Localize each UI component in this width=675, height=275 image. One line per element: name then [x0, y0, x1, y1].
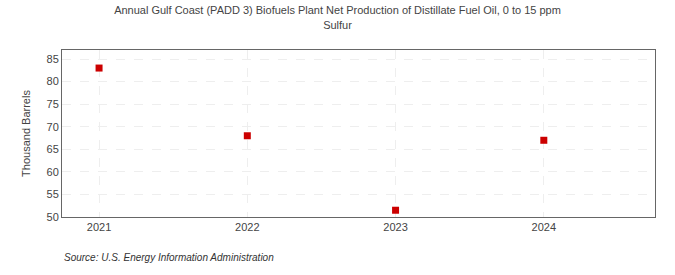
svg-text:65: 65	[47, 143, 59, 155]
svg-text:Thousand Barrels: Thousand Barrels	[20, 90, 32, 177]
svg-text:2022: 2022	[235, 221, 259, 233]
svg-text:60: 60	[47, 166, 59, 178]
svg-text:Source: U.S. Energy Informatio: Source: U.S. Energy Information Administ…	[64, 252, 274, 263]
svg-text:Annual Gulf Coast (PADD 3) Bio: Annual Gulf Coast (PADD 3) Biofuels Plan…	[114, 4, 561, 30]
svg-text:2024: 2024	[532, 221, 556, 233]
svg-text:50: 50	[47, 211, 59, 223]
svg-text:2023: 2023	[383, 221, 407, 233]
svg-text:70: 70	[47, 121, 59, 133]
svg-text:2021: 2021	[87, 221, 111, 233]
svg-text:80: 80	[47, 75, 59, 87]
svg-text:85: 85	[47, 53, 59, 65]
svg-text:55: 55	[47, 188, 59, 200]
svg-text:75: 75	[47, 98, 59, 110]
